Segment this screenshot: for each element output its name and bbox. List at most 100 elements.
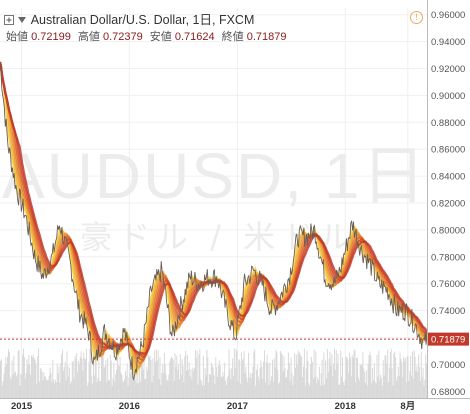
volume-bar (100, 353, 102, 398)
volume-bar (8, 352, 10, 398)
volume-bar (155, 349, 157, 398)
volume-bar (343, 385, 345, 398)
volume-bar (118, 366, 120, 398)
volume-bar (388, 367, 390, 398)
volume-bar (200, 379, 202, 398)
volume-bar (180, 374, 182, 398)
volume-bar (279, 382, 281, 398)
volume-bar (69, 367, 71, 398)
volume-bar (314, 377, 316, 398)
volume-bar (95, 351, 97, 398)
volume-bar (209, 374, 211, 398)
volume-bar (84, 358, 86, 398)
volume-bar (206, 349, 208, 398)
volume-bar (23, 357, 25, 398)
volume-bar (60, 363, 62, 398)
volume-bar (302, 377, 304, 398)
volume-bar (220, 377, 222, 398)
volume-bar (150, 359, 152, 398)
volume-bar (294, 353, 296, 398)
volume-bar (321, 359, 323, 398)
volume-bar (373, 363, 375, 398)
volume-bar (68, 376, 70, 398)
volume-bar (369, 351, 371, 398)
volume-bar (146, 366, 148, 398)
y-tick-label: 0.78000 (431, 252, 465, 263)
ma-line (0, 61, 428, 365)
volume-bar (225, 384, 227, 398)
volume-bar (361, 365, 363, 398)
alert-icon[interactable]: ! (410, 11, 423, 24)
volume-bar (357, 377, 359, 398)
volume-bar (79, 357, 81, 398)
volume-bar (364, 382, 366, 398)
volume-bar (19, 385, 21, 398)
volume-bar (292, 385, 294, 398)
volume-bar (29, 364, 31, 398)
volume-bar (139, 370, 141, 398)
volume-bar (288, 362, 290, 398)
volume-bar (271, 376, 273, 398)
volume-bar (163, 353, 165, 398)
volume-bar (182, 365, 184, 398)
volume-bar (53, 379, 55, 398)
volume-bar (194, 368, 196, 398)
x-tick-label: 2018 (335, 401, 356, 412)
high-value: 0.72379 (102, 31, 143, 43)
volume-bar (377, 376, 379, 398)
volume-bar (43, 372, 45, 398)
volume-bar (48, 375, 50, 398)
volume-bar (405, 381, 407, 398)
volume-bar (171, 358, 173, 398)
volume-bar (217, 376, 219, 398)
volume-bar (36, 384, 38, 398)
volume-bar (66, 351, 68, 398)
expand-icon[interactable] (4, 14, 14, 28)
volume-bar (367, 363, 369, 398)
volume-bar (325, 360, 327, 398)
volume-bar (26, 359, 28, 398)
volume-bar (333, 348, 335, 398)
volume-bar (350, 376, 352, 398)
volume-bar (237, 381, 239, 398)
volume-bar (110, 360, 112, 398)
volume-bar (167, 380, 169, 398)
volume-bar (262, 378, 264, 398)
volume-bar (300, 355, 302, 398)
volume-bar (360, 365, 362, 398)
volume-bar (264, 382, 266, 398)
volume-bar (403, 360, 405, 398)
volume-bar (117, 364, 119, 398)
volume-bar (102, 355, 104, 398)
grid (0, 8, 427, 398)
volume-bar (34, 359, 36, 398)
y-tick-label: 0.92000 (431, 64, 465, 75)
volume-bar (162, 363, 164, 398)
volume-bar (24, 378, 26, 398)
volume-bar (259, 367, 261, 398)
volume-bar (112, 378, 114, 398)
volume-bar (39, 368, 41, 398)
collapse-icon[interactable] (17, 14, 27, 28)
volume-bar (248, 352, 250, 398)
volume-bar (340, 350, 342, 398)
volume-bar (47, 379, 49, 398)
volume-bar (329, 351, 331, 398)
volume-bar (108, 380, 110, 398)
volume-bar (232, 375, 234, 398)
volume-bar (403, 356, 405, 398)
volume-bar (64, 361, 66, 398)
volume-bar (295, 367, 297, 398)
volume-bar (351, 355, 353, 398)
volume-bar (62, 349, 64, 398)
volume-bar (40, 369, 42, 398)
volume-bar (318, 380, 320, 398)
volume-bar (51, 382, 53, 398)
volume-bar (382, 360, 384, 398)
volume-bar (272, 381, 274, 398)
volume-bar (173, 380, 175, 398)
volume-bar (190, 369, 192, 398)
watermark-symbol: AUDUSD, 1日 (2, 140, 427, 212)
volume-bar (120, 372, 122, 398)
